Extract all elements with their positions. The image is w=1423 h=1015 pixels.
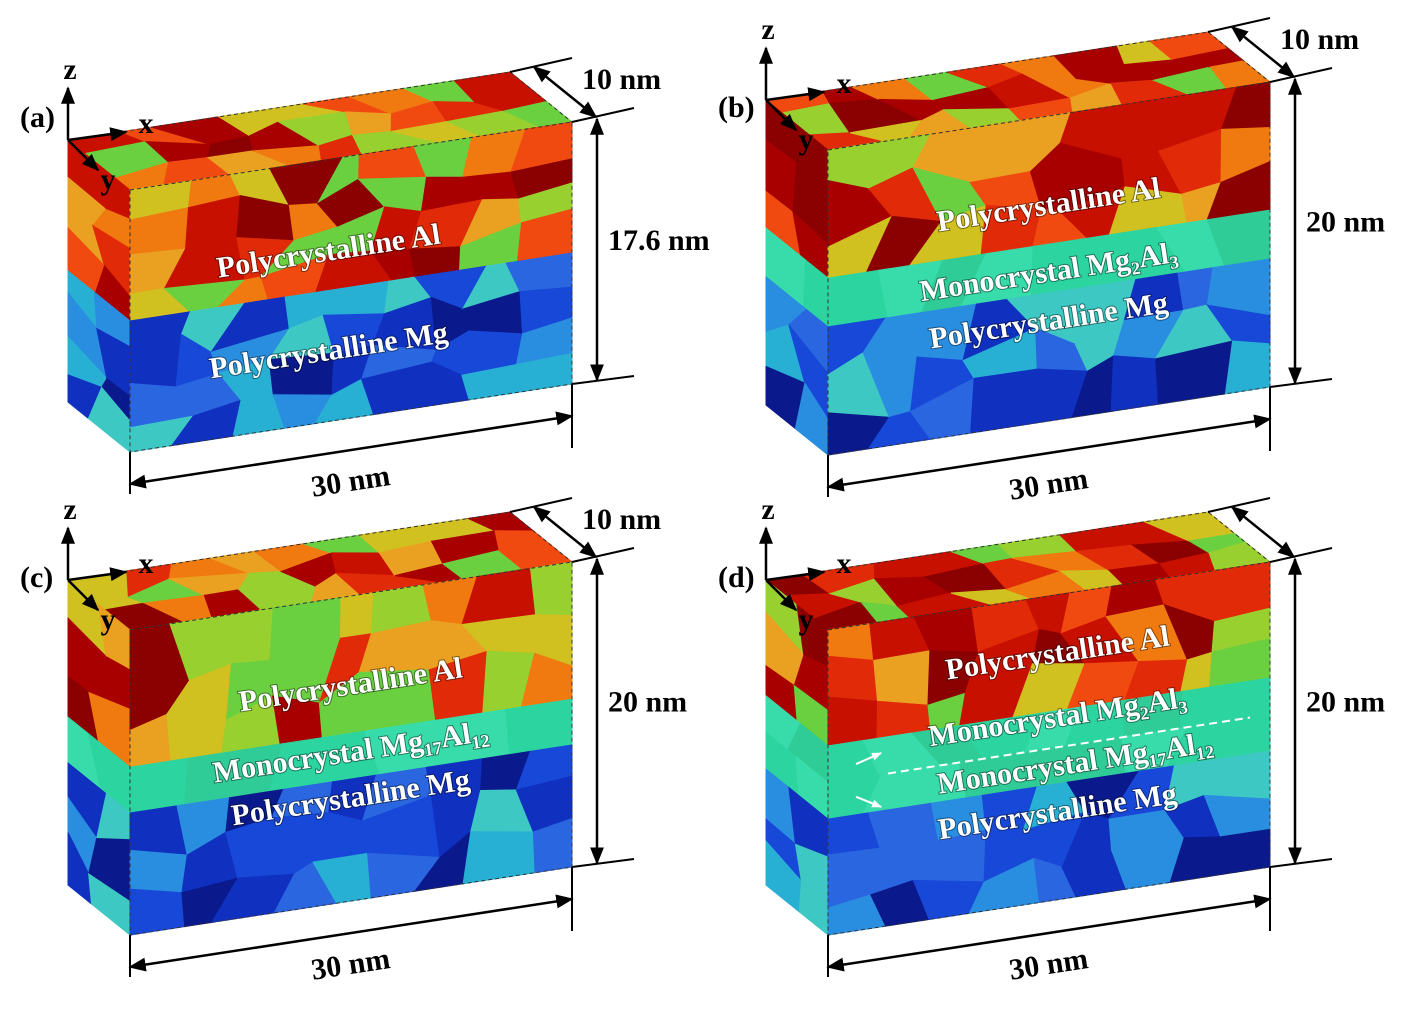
- grain: [970, 368, 1038, 434]
- dimension-arrow: [826, 414, 1272, 492]
- atom-box: [66, 511, 574, 937]
- dimension-label: 10 nm: [1280, 23, 1359, 56]
- atom-box: [764, 511, 1272, 937]
- axis-arrow: [67, 127, 128, 142]
- dimension-arrow: [1230, 25, 1296, 79]
- axis-label: z: [63, 493, 76, 526]
- panel-label: (a): [20, 101, 55, 134]
- axis-label: x: [837, 67, 852, 100]
- panel-label: (d): [718, 561, 755, 594]
- dimension-arrow: [532, 505, 598, 559]
- axis-arrow: [765, 579, 798, 612]
- grain: [129, 888, 186, 936]
- dimension-arrow: [532, 65, 598, 119]
- extension-line: [571, 375, 635, 385]
- dimension-arrow: [128, 411, 574, 489]
- dimension-label: 30 nm: [1007, 942, 1090, 987]
- extension-line: [509, 57, 573, 73]
- grain: [223, 607, 274, 665]
- extension-line: [1269, 378, 1333, 388]
- dimension-label: 30 nm: [309, 942, 392, 987]
- grain: [827, 696, 879, 747]
- axis-arrow: [67, 579, 100, 612]
- dimension-label: 10 nm: [582, 503, 661, 536]
- grain: [129, 757, 189, 814]
- grain: [339, 591, 375, 639]
- dimension-arrow: [826, 894, 1272, 972]
- dimension-label: 10 nm: [582, 63, 661, 96]
- dimension-label: 17.6 nm: [608, 224, 710, 257]
- grain: [1110, 355, 1159, 413]
- grain: [1224, 340, 1271, 395]
- grain: [873, 650, 931, 706]
- dimension-label: 20 nm: [1306, 685, 1385, 718]
- dimension-arrow: [1230, 505, 1296, 559]
- dimension-arrow: [128, 894, 574, 972]
- dimension-label: 30 nm: [1007, 462, 1090, 507]
- dimension-label: 20 nm: [608, 685, 687, 718]
- axis-label: y: [101, 603, 116, 636]
- grain: [827, 622, 875, 662]
- axis-label: z: [761, 493, 774, 526]
- atom-box: [764, 31, 1272, 457]
- extension-line: [571, 547, 635, 563]
- extension-line: [1207, 497, 1271, 513]
- axis-arrow: [67, 139, 100, 172]
- dimension-label: 30 nm: [309, 459, 392, 504]
- axis-label: x: [837, 547, 852, 580]
- axis-label: y: [799, 603, 814, 636]
- extension-line: [1269, 858, 1333, 868]
- extension-line: [509, 497, 573, 513]
- extension-line: [571, 107, 635, 123]
- panel-label: (c): [20, 561, 53, 594]
- grain: [530, 561, 573, 616]
- grain: [873, 554, 928, 580]
- axis-label: x: [139, 547, 154, 580]
- pointer: [855, 795, 882, 808]
- axis-label: x: [139, 107, 154, 140]
- extension-line: [1269, 547, 1333, 563]
- dimension-label: 20 nm: [1306, 205, 1385, 238]
- axis-label: z: [63, 53, 76, 86]
- extension-line: [1269, 67, 1333, 83]
- axis-label: y: [101, 163, 116, 196]
- grain: [827, 269, 889, 328]
- axis-arrow: [67, 567, 128, 582]
- axis-arrow: [765, 87, 826, 102]
- axis-arrow: [765, 567, 826, 582]
- extension-line: [1207, 17, 1271, 33]
- axis-label: y: [799, 123, 814, 156]
- interface-line: [887, 716, 1251, 775]
- extension-line: [571, 858, 635, 868]
- grain: [129, 849, 188, 894]
- grain: [462, 831, 536, 885]
- axis-arrow: [765, 99, 798, 132]
- grain: [827, 655, 879, 702]
- axis-label: z: [761, 13, 774, 46]
- panel-label: (b): [718, 91, 755, 124]
- pointer: [855, 752, 882, 765]
